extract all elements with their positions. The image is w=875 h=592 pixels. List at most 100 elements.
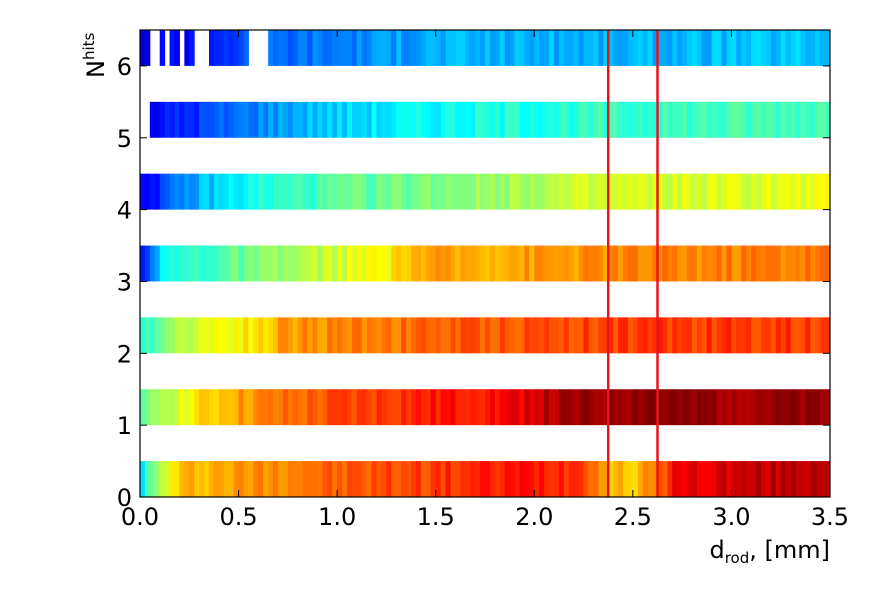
heatmap-cell: [238, 317, 244, 354]
heatmap-cell: [780, 317, 787, 354]
heatmap-cell: [366, 461, 373, 497]
heatmap-cell: [618, 245, 624, 282]
y-tick-label: 4: [117, 197, 132, 225]
heatmap-cell: [213, 173, 220, 210]
heatmap-cell: [706, 245, 713, 282]
heatmap-cell: [258, 101, 264, 138]
heatmap-cell: [563, 245, 570, 282]
heatmap-cell: [741, 101, 747, 138]
heatmap-cell: [366, 173, 373, 210]
heatmap-cell: [632, 461, 639, 497]
heatmap-cell: [351, 101, 358, 138]
heatmap-cell: [770, 245, 777, 282]
heatmap-cell: [485, 461, 491, 497]
heatmap-cell: [204, 317, 210, 354]
heatmap-cell: [765, 101, 772, 138]
heatmap-cell: [164, 461, 171, 497]
heatmap-cell: [549, 245, 555, 282]
heatmap-cell: [731, 317, 737, 354]
heatmap-cell: [751, 245, 757, 282]
heatmap-cell: [696, 173, 703, 210]
heatmap-cell: [273, 101, 279, 138]
heatmap-cell: [278, 173, 284, 210]
heatmap-cell: [736, 245, 742, 282]
heatmap-cell: [297, 30, 304, 66]
heatmap-cell: [588, 101, 594, 138]
heatmap-cell: [499, 317, 506, 354]
heatmap-cell: [218, 389, 225, 426]
heatmap-cell: [568, 317, 575, 354]
heatmap-cell: [785, 101, 792, 138]
heatmap-cell: [302, 101, 309, 138]
heatmap-cell: [391, 461, 397, 497]
heatmap-cell: [662, 173, 668, 210]
heatmap-cell: [657, 173, 663, 210]
heatmap-cell: [470, 173, 476, 210]
heatmap-cell: [662, 30, 668, 66]
heatmap-cell: [189, 30, 195, 66]
heatmap-cell: [790, 101, 796, 138]
heatmap-cell: [825, 173, 831, 210]
heatmap-cell: [736, 461, 742, 497]
heatmap-cell: [356, 317, 363, 354]
heatmap-cell: [761, 245, 767, 282]
heatmap-cell: [785, 461, 792, 497]
heatmap-cell: [780, 245, 787, 282]
heatmap-cell: [593, 389, 599, 426]
heatmap-cell: [696, 461, 703, 497]
heatmap-cell: [627, 245, 634, 282]
heatmap-cell: [450, 173, 456, 210]
heatmap-cell: [347, 173, 353, 210]
heatmap-cell: [361, 30, 368, 66]
heatmap-cell: [302, 245, 309, 282]
heatmap-cell: [544, 173, 550, 210]
heatmap-cell: [810, 389, 816, 426]
heatmap-cell: [583, 389, 589, 426]
heatmap-cell: [716, 173, 723, 210]
heatmap-cell: [307, 461, 313, 497]
heatmap-cell: [174, 389, 180, 426]
heatmap-cell: [662, 317, 668, 354]
heatmap-cell: [386, 461, 392, 497]
heatmap-cell: [687, 245, 693, 282]
heatmap-cell: [213, 101, 220, 138]
heatmap-cell: [657, 389, 663, 426]
heatmap-cell: [623, 245, 629, 282]
heatmap-cell: [627, 389, 634, 426]
heatmap-cell: [544, 30, 550, 66]
heatmap-cell: [642, 461, 649, 497]
heatmap-cell: [322, 245, 328, 282]
heatmap-cell: [696, 101, 703, 138]
heatmap-row-4: [140, 173, 831, 210]
heatmap-cell: [248, 101, 254, 138]
heatmap-cell: [263, 173, 269, 210]
heatmap-cell: [445, 101, 451, 138]
heatmap-cell: [169, 101, 175, 138]
heatmap-cell: [322, 101, 328, 138]
heatmap-cell: [342, 317, 348, 354]
heatmap-cell: [623, 101, 629, 138]
heatmap-cell: [489, 30, 496, 66]
heatmap-cell: [790, 30, 796, 66]
heatmap-cell: [578, 317, 585, 354]
heatmap-cell: [243, 389, 249, 426]
heatmap-cell: [317, 101, 323, 138]
heatmap-cell: [391, 389, 397, 426]
heatmap-cell: [667, 317, 673, 354]
heatmap-cell: [302, 173, 309, 210]
heatmap-cell: [268, 101, 274, 138]
heatmap-cell: [741, 461, 747, 497]
heatmap-cell: [509, 101, 516, 138]
heatmap-cell: [430, 101, 437, 138]
heatmap-cell: [475, 389, 481, 426]
heatmap-cell: [504, 461, 511, 497]
heatmap-cell: [406, 101, 412, 138]
heatmap-cell: [184, 101, 190, 138]
heatmap-cell: [480, 389, 486, 426]
heatmap-cell: [470, 389, 476, 426]
heatmap-cell: [416, 245, 422, 282]
heatmap-cell: [554, 30, 560, 66]
heatmap-cell: [780, 461, 787, 497]
heatmap-cell: [371, 173, 378, 210]
heatmap-cell: [376, 389, 382, 426]
